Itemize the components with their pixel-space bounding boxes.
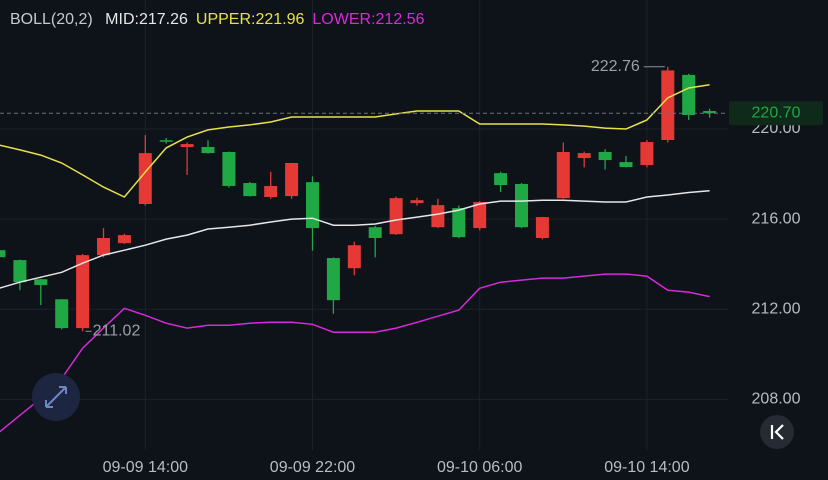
band-line: [0, 273, 710, 433]
candle-body: [347, 245, 361, 269]
x-tick-label: 09-09 14:00: [103, 459, 189, 476]
last-price-label: 220.70: [752, 104, 801, 121]
candle-body: [494, 173, 508, 186]
legend-name: UPPER:: [196, 11, 256, 28]
candle-body: [640, 142, 654, 166]
candle-body: [306, 182, 319, 229]
candle-body: [34, 279, 48, 286]
last-price-box: [729, 101, 823, 126]
candle-body: [619, 162, 633, 168]
candle-body: [243, 183, 257, 197]
candle-body: [0, 250, 6, 258]
candle-body: [577, 153, 591, 159]
candle-body: [556, 151, 570, 199]
x-tick-label: 09-09 22:00: [270, 459, 356, 476]
x-tick-label: 09-10 06:00: [437, 459, 523, 476]
candle-body: [515, 183, 528, 228]
candle-body: [326, 258, 340, 301]
candle-body: [76, 255, 90, 329]
candle-body: [97, 238, 110, 256]
band-line: [0, 84, 710, 198]
band-line: [0, 189, 710, 289]
candle-body: [264, 185, 278, 198]
high-label: 222.76: [591, 58, 640, 75]
plot-area: [0, 66, 717, 433]
candle-body: [473, 201, 487, 229]
candle-body: [389, 198, 403, 235]
candle-body: [431, 205, 445, 228]
legend-name: LOWER:: [312, 11, 375, 28]
candle-body: [55, 299, 69, 329]
candle-body: [452, 208, 466, 238]
y-tick-label: 212.00: [752, 300, 801, 317]
candle-body: [159, 140, 173, 142]
candle-body: [222, 151, 236, 186]
legend-value: 217.26: [139, 11, 188, 28]
candle-body: [13, 260, 27, 283]
legend-value: 221.96: [255, 11, 304, 28]
x-tick-label: 09-10 14:00: [604, 459, 690, 476]
candle-body: [285, 163, 299, 197]
candle-body: [535, 217, 549, 239]
candle-body: [138, 153, 152, 204]
scroll-latest-button[interactable]: [760, 415, 794, 449]
candle-body: [201, 147, 215, 154]
indicator-header: BOLL(20,2) MID:217.26 UPPER:221.96 LOWER:2…: [10, 11, 425, 28]
y-tick-label: 216.00: [752, 210, 801, 227]
legend-value: 212.56: [376, 11, 425, 28]
legend-name: MID:: [105, 11, 139, 28]
low-label: 211.02: [93, 322, 141, 339]
candle-body: [180, 144, 194, 148]
expand-button[interactable]: [32, 373, 80, 421]
candle-body: [598, 151, 612, 161]
scroll-latest-icon[interactable]: [770, 424, 784, 440]
candle-body: [410, 200, 424, 204]
y-tick-label: 208.00: [752, 391, 801, 408]
candle-body: [682, 74, 696, 116]
candle-body: [117, 235, 131, 244]
expand-icon[interactable]: [45, 386, 67, 408]
candle-body: [703, 110, 717, 114]
indicator-name: BOLL(20,2): [10, 11, 93, 28]
candle-body: [661, 70, 675, 141]
candle-body: [368, 227, 382, 239]
